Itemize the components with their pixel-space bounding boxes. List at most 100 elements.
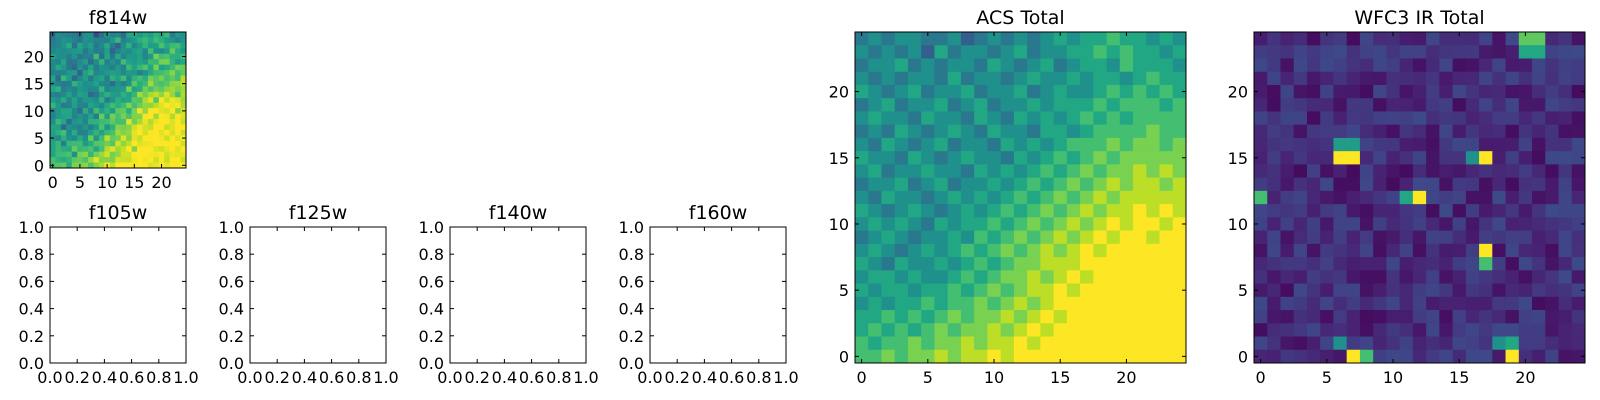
- heatmap-cell: [1346, 283, 1361, 298]
- heatmap-cell: [1119, 137, 1134, 152]
- heatmap-cell: [1532, 243, 1546, 258]
- heatmap-cell: [142, 124, 149, 131]
- heatmap-cell: [60, 151, 67, 158]
- heatmap-cell: [1093, 204, 1108, 218]
- heatmap-cell: [1254, 230, 1268, 245]
- heatmap-cell: [1000, 270, 1015, 285]
- heatmap-cell: [82, 151, 89, 158]
- heatmap-cell: [974, 310, 988, 324]
- heatmap-cell: [137, 70, 143, 77]
- heatmap-cell: [1040, 217, 1055, 232]
- heatmap-cell: [1558, 323, 1573, 338]
- heatmap-cell: [1465, 98, 1480, 112]
- axes-frame: [49, 31, 187, 169]
- heatmap-cell: [881, 270, 896, 285]
- heatmap-cell: [77, 129, 84, 136]
- heatmap-cell: [153, 102, 160, 109]
- heatmap-cell: [1333, 151, 1348, 165]
- heatmap-cell: [868, 283, 882, 298]
- heatmap-cell: [169, 97, 176, 104]
- heatmap-cell: [115, 157, 122, 164]
- heatmap-cell: [1119, 243, 1134, 258]
- heatmap-cell: [158, 135, 165, 142]
- heatmap-cell: [1452, 336, 1467, 351]
- heatmap-cell: [142, 146, 149, 153]
- heatmap-cell: [180, 42, 187, 49]
- heatmap-cell: [1306, 217, 1321, 232]
- panel-title: ACS Total: [976, 7, 1064, 29]
- heatmap-cell: [77, 37, 84, 44]
- heatmap-cell: [109, 37, 116, 44]
- heatmap-cell: [947, 111, 962, 126]
- heatmap-cell: [1439, 310, 1454, 324]
- heatmap-cell: [1399, 84, 1414, 99]
- heatmap-cell: [1346, 177, 1361, 192]
- heatmap-cell: [868, 204, 882, 218]
- heatmap-cell: [66, 91, 73, 98]
- heatmap-cell: [947, 32, 962, 46]
- x-tick-label: 0: [1256, 368, 1266, 387]
- heatmap-cell: [934, 177, 949, 192]
- heatmap-cell: [1254, 32, 1268, 46]
- heatmap-cell: [109, 70, 116, 77]
- heatmap-cell: [158, 70, 165, 77]
- heatmap-cell: [1119, 283, 1134, 298]
- heatmap-cell: [1333, 323, 1348, 338]
- heatmap-cell: [1066, 323, 1081, 338]
- heatmap-cell: [1159, 71, 1174, 86]
- heatmap-cell: [1159, 270, 1174, 285]
- heatmap-cell: [126, 119, 133, 125]
- heatmap-cell: [131, 86, 138, 93]
- heatmap-cell: [1146, 217, 1161, 232]
- heatmap-cell: [1146, 137, 1161, 152]
- heatmap-cell: [1053, 151, 1068, 165]
- heatmap-cell: [175, 37, 182, 44]
- heatmap-cell: [1066, 257, 1081, 271]
- heatmap-cell: [855, 98, 869, 112]
- heatmap-cell: [1106, 204, 1121, 218]
- heatmap-cell: [1373, 230, 1387, 245]
- heatmap-cell: [934, 98, 949, 112]
- heatmap-cell: [115, 80, 122, 87]
- heatmap-cell: [1558, 336, 1573, 351]
- y-tick-label: 15: [829, 149, 849, 168]
- heatmap-cell: [1053, 257, 1068, 271]
- heatmap-cell: [1280, 230, 1295, 245]
- heatmap-cell: [1080, 111, 1094, 126]
- heatmap-cell: [1053, 217, 1068, 232]
- heatmap-cell: [1172, 270, 1187, 285]
- heatmap-cell: [77, 59, 84, 66]
- heatmap-cell: [894, 336, 909, 351]
- heatmap-cell: [1053, 32, 1068, 46]
- heatmap-cell: [77, 86, 84, 93]
- heatmap-cell: [50, 129, 56, 136]
- heatmap-cell: [153, 124, 160, 131]
- heatmap-cell: [98, 113, 105, 120]
- heatmap-cell: [1280, 349, 1295, 364]
- heatmap-cell: [1439, 151, 1454, 165]
- heatmap-cell: [934, 151, 949, 165]
- heatmap-cell: [180, 64, 187, 71]
- heatmap-cell: [947, 137, 962, 152]
- heatmap-cell: [1359, 204, 1374, 218]
- heatmap-cell: [1571, 190, 1586, 205]
- heatmap-cell: [934, 58, 949, 73]
- heatmap-cell: [115, 53, 122, 60]
- heatmap-cell: [1412, 323, 1427, 338]
- heatmap-cell: [1000, 257, 1015, 271]
- heatmap-cell: [60, 32, 67, 38]
- heatmap-cell: [1080, 336, 1094, 351]
- heatmap-cell: [71, 32, 78, 38]
- heatmap-cell: [158, 91, 165, 98]
- heatmap-cell: [1571, 257, 1586, 271]
- heatmap-cell: [1000, 71, 1015, 86]
- heatmap-cell: [1333, 217, 1348, 232]
- heatmap-cell: [60, 108, 67, 115]
- heatmap-cell: [947, 270, 962, 285]
- heatmap-cell: [1053, 164, 1068, 179]
- heatmap-cell: [109, 119, 116, 125]
- heatmap-cell: [77, 42, 84, 49]
- heatmap-cell: [158, 80, 165, 87]
- heatmap-cell: [115, 64, 122, 71]
- heatmap-cell: [1518, 270, 1533, 285]
